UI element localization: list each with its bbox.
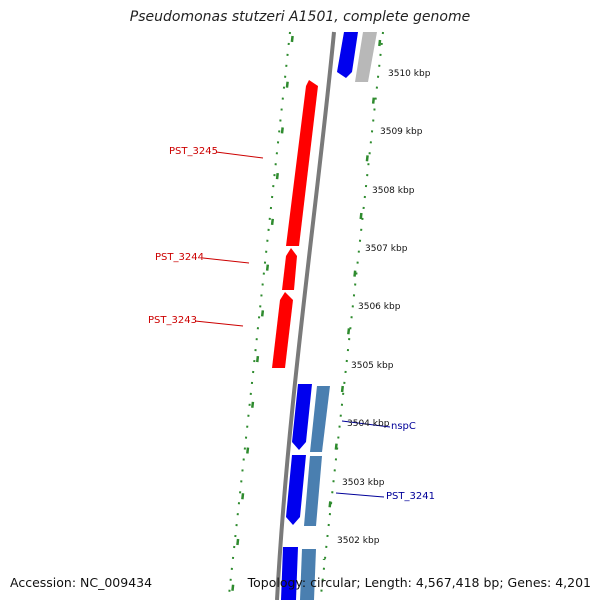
gene-pst-3243[interactable]	[272, 292, 293, 368]
scale-label-3510: 3510 kbp	[388, 69, 431, 79]
genome-backbone	[275, 31, 336, 600]
scale-label-3506: 3506 kbp	[358, 302, 401, 312]
scale-label-3505: 3505 kbp	[351, 361, 394, 371]
leader-nspc	[341, 420, 391, 428]
scale-label-3502: 3502 kbp	[337, 536, 380, 546]
gene-label-nspc[interactable]: nspC	[391, 421, 416, 432]
outer-tick-track	[228, 31, 295, 596]
gene-pst-3241-reverse[interactable]	[304, 456, 322, 526]
gene-label-pst-3245[interactable]: PST_3245	[169, 146, 218, 157]
scale-label-3508: 3508 kbp	[372, 186, 415, 196]
gene-pst-3241-forward[interactable]	[286, 455, 306, 525]
gene-label-pst-3241[interactable]: PST_3241	[386, 491, 435, 502]
genome-title: Pseudomonas stutzeri A1501, complete gen…	[129, 9, 471, 25]
gene-nspc-reverse[interactable]	[310, 386, 330, 452]
gene-pst-3245[interactable]	[286, 80, 318, 246]
inner-tick-track	[320, 31, 384, 596]
accession-label: Accession: NC_009434	[10, 575, 153, 590]
gene-bottom-reverse[interactable]	[300, 549, 316, 600]
genome-summary: Topology: circular; Length: 4,567,418 bp…	[247, 575, 591, 590]
gene-bottom-forward[interactable]	[281, 547, 298, 600]
scale-label-3509: 3509 kbp	[380, 127, 423, 137]
leader-pst-3245	[215, 151, 264, 159]
gene-block-top-forward	[337, 32, 358, 78]
scale-label-3507: 3507 kbp	[365, 244, 408, 254]
scale-label-3504: 3504 kbp	[347, 419, 390, 429]
gene-label-pst-3243[interactable]: PST_3243	[148, 315, 197, 326]
gene-pst-3244[interactable]	[282, 248, 297, 290]
leader-pst-3243	[194, 320, 244, 327]
leader-pst-3241	[335, 492, 385, 498]
gene-nspc-forward[interactable]	[292, 384, 312, 450]
gene-block-top-other	[355, 32, 377, 82]
gene-label-pst-3244[interactable]: PST_3244	[155, 252, 204, 263]
scale-label-3503: 3503 kbp	[342, 478, 385, 488]
leader-pst-3244	[202, 257, 250, 264]
